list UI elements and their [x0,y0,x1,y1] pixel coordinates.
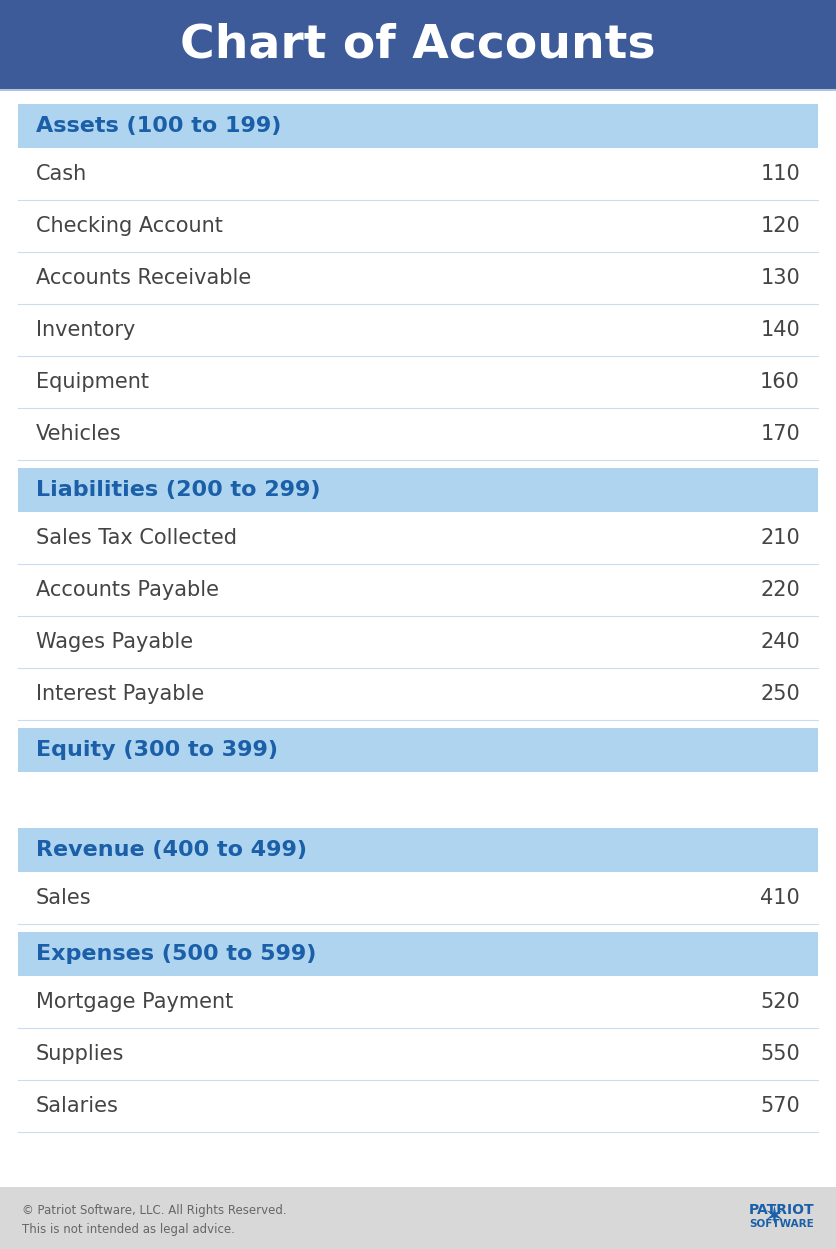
Text: Equipment: Equipment [36,372,149,392]
Text: Accounts Receivable: Accounts Receivable [36,269,252,289]
Text: 130: 130 [760,269,800,289]
Text: Sales Tax Collected: Sales Tax Collected [36,528,237,548]
Bar [18,252,818,304]
Text: Interest Payable: Interest Payable [36,684,204,704]
Text: 250: 250 [760,684,800,704]
Text: Vehicles: Vehicles [36,423,121,443]
Text: Cash: Cash [36,164,87,184]
Bar [18,104,818,147]
Text: 110: 110 [760,164,800,184]
Bar [0,0,836,90]
Text: Mortgage Payment: Mortgage Payment [36,992,233,1012]
Text: Liabilities (200 to 299): Liabilities (200 to 299) [36,480,320,500]
Text: SOFTWARE: SOFTWARE [749,1219,814,1229]
Text: Revenue (400 to 499): Revenue (400 to 499) [36,841,307,861]
Text: 220: 220 [760,580,800,600]
Text: Equity (300 to 399): Equity (300 to 399) [36,739,278,759]
Bar [18,468,818,512]
Text: 520: 520 [760,992,800,1012]
Text: Assets (100 to 199): Assets (100 to 199) [36,116,282,136]
Text: 410: 410 [760,888,800,908]
Text: PATRIOT: PATRIOT [748,1203,814,1217]
Text: Wages Payable: Wages Payable [36,632,193,652]
Text: © Patriot Software, LLC. All Rights Reserved.
This is not intended as legal advi: © Patriot Software, LLC. All Rights Rese… [22,1204,287,1237]
Bar [18,304,818,356]
Text: 170: 170 [760,423,800,443]
Bar [18,975,818,1028]
Bar [18,1028,818,1080]
Bar [18,872,818,924]
Text: Expenses (500 to 599): Expenses (500 to 599) [36,944,316,964]
Bar [18,616,818,668]
Bar [18,90,818,1187]
Bar [18,728,818,772]
Text: Supplies: Supplies [36,1044,125,1064]
Text: 240: 240 [760,632,800,652]
Bar [18,668,818,719]
Bar [18,565,818,616]
Bar [18,512,818,565]
Text: Chart of Accounts: Chart of Accounts [181,22,655,67]
Text: ✶: ✶ [763,1205,784,1229]
Text: 550: 550 [760,1044,800,1064]
Text: Inventory: Inventory [36,320,135,340]
Bar [18,147,818,200]
Bar [18,356,818,408]
Text: Accounts Payable: Accounts Payable [36,580,219,600]
Text: 570: 570 [760,1097,800,1117]
Text: Salaries: Salaries [36,1097,119,1117]
Bar [18,1080,818,1132]
Bar [18,932,818,975]
Text: 210: 210 [760,528,800,548]
Bar [0,1187,836,1249]
Bar [18,200,818,252]
Bar [18,408,818,460]
Text: Sales: Sales [36,888,92,908]
Text: 120: 120 [760,216,800,236]
Bar [18,828,818,872]
Text: 140: 140 [760,320,800,340]
Text: Checking Account: Checking Account [36,216,223,236]
Text: 160: 160 [760,372,800,392]
